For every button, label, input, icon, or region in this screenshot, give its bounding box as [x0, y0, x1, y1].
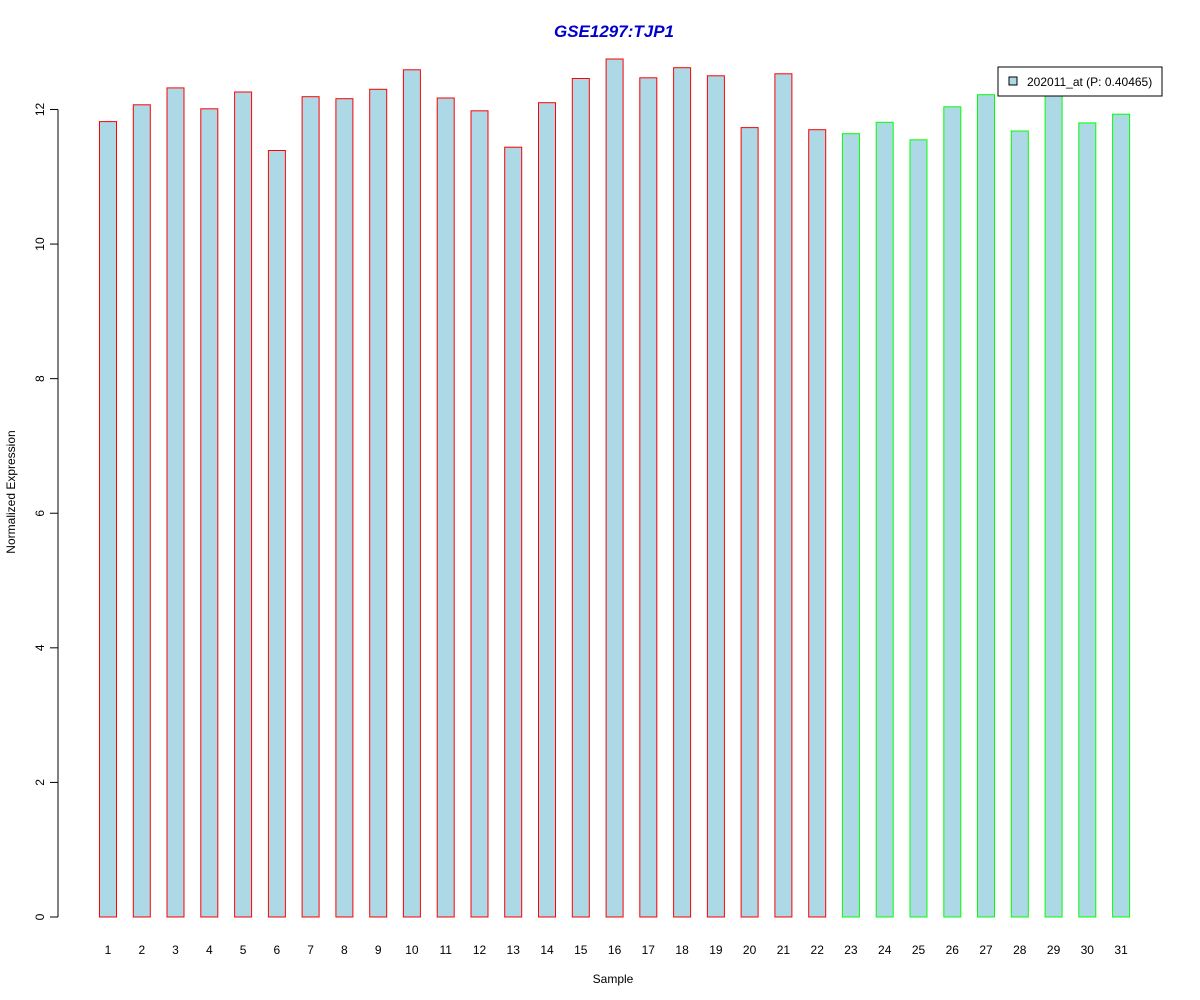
y-axis: 0 2 4 6 8 10 12 [33, 102, 59, 920]
bar-sample-1 [99, 121, 117, 918]
bar-sample-7 [301, 96, 320, 918]
y-tick-label: 10 [33, 237, 47, 251]
x-tick-label: 14 [540, 943, 554, 957]
x-tick-label: 9 [375, 943, 382, 957]
x-tick-label: 4 [206, 943, 213, 957]
bar-sample-18 [673, 67, 692, 918]
bar-sample-10 [402, 69, 421, 918]
bar-sample-23 [841, 133, 860, 918]
bar-sample-3 [166, 87, 185, 918]
bar-sample-16 [605, 58, 624, 918]
y-tick-label: 6 [33, 510, 47, 517]
bar-sample-24 [875, 121, 894, 918]
bar-sample-11 [436, 97, 455, 918]
bars [99, 58, 1131, 918]
x-tick-label: 3 [172, 943, 179, 957]
x-tick-label: 13 [507, 943, 521, 957]
bar-sample-17 [639, 77, 658, 918]
x-tick-label: 23 [844, 943, 858, 957]
x-axis-label: Sample [593, 972, 634, 986]
x-tick-label: 20 [743, 943, 757, 957]
x-tick-label: 15 [574, 943, 588, 957]
bar-sample-30 [1078, 122, 1097, 918]
bar-sample-2 [132, 104, 151, 918]
bar-sample-27 [977, 94, 995, 918]
x-tick-label: 31 [1114, 943, 1128, 957]
bar-sample-5 [234, 91, 253, 918]
x-tick-label: 24 [878, 943, 892, 957]
bar-sample-20 [740, 127, 759, 918]
legend-box [997, 66, 1163, 97]
x-tick-label: 27 [979, 943, 993, 957]
x-tick-label: 28 [1013, 943, 1027, 957]
chart-title: GSE1297:TJP1 [554, 22, 674, 41]
bar-sample-19 [706, 75, 725, 918]
x-tick-label: 21 [777, 943, 791, 957]
x-tick-label: 2 [138, 943, 145, 957]
bar-sample-28 [1010, 130, 1029, 918]
bar-sample-14 [538, 102, 556, 918]
y-tick-label: 0 [33, 913, 47, 920]
x-tick-label: 30 [1081, 943, 1095, 957]
x-tick-label: 16 [608, 943, 622, 957]
bar-sample-13 [504, 146, 523, 918]
x-tick-label: 22 [811, 943, 825, 957]
x-tick-label: 10 [405, 943, 419, 957]
y-axis-label: Normalized Expression [4, 430, 18, 553]
x-tick-label: 25 [912, 943, 926, 957]
x-tick-label: 11 [439, 943, 452, 957]
y-tick-label: 2 [33, 779, 47, 786]
x-tick-label: 19 [709, 943, 723, 957]
x-tick-label: 18 [675, 943, 689, 957]
x-tick-label: 7 [307, 943, 314, 957]
bar-sample-31 [1112, 113, 1131, 918]
bar-sample-15 [571, 78, 590, 918]
bar-sample-6 [267, 150, 286, 918]
bar-sample-22 [808, 129, 827, 918]
bar-sample-21 [774, 73, 793, 918]
x-tick-label: 12 [473, 943, 487, 957]
x-tick-labels: 1 2 3 4 5 6 7 8 9 10 11 12 13 14 15 16 17 18 19 20 21 22 23 24 2… [105, 943, 1128, 957]
y-tick-label: 12 [33, 102, 47, 116]
x-tick-label: 17 [642, 943, 656, 957]
x-tick-label: 1 [105, 943, 112, 957]
x-tick-label: 5 [240, 943, 247, 957]
legend: 202011_at (P: 0.40465) [997, 66, 1163, 97]
bar-sample-12 [470, 110, 489, 918]
bar-sample-25 [909, 139, 928, 918]
x-tick-label: 29 [1047, 943, 1061, 957]
y-tick-label: 4 [33, 644, 47, 651]
legend-label: 202011_at (P: 0.40465) [1027, 75, 1152, 89]
x-tick-label: 26 [946, 943, 960, 957]
bar-sample-29 [1044, 90, 1063, 918]
bar-sample-4 [200, 108, 219, 918]
x-tick-label: 8 [341, 943, 348, 957]
legend-swatch [1008, 76, 1018, 86]
y-tick-label: 8 [33, 375, 47, 382]
bar-sample-8 [335, 98, 354, 918]
x-tick-label: 6 [274, 943, 281, 957]
bar-sample-26 [943, 106, 962, 918]
bar-sample-9 [369, 88, 388, 918]
